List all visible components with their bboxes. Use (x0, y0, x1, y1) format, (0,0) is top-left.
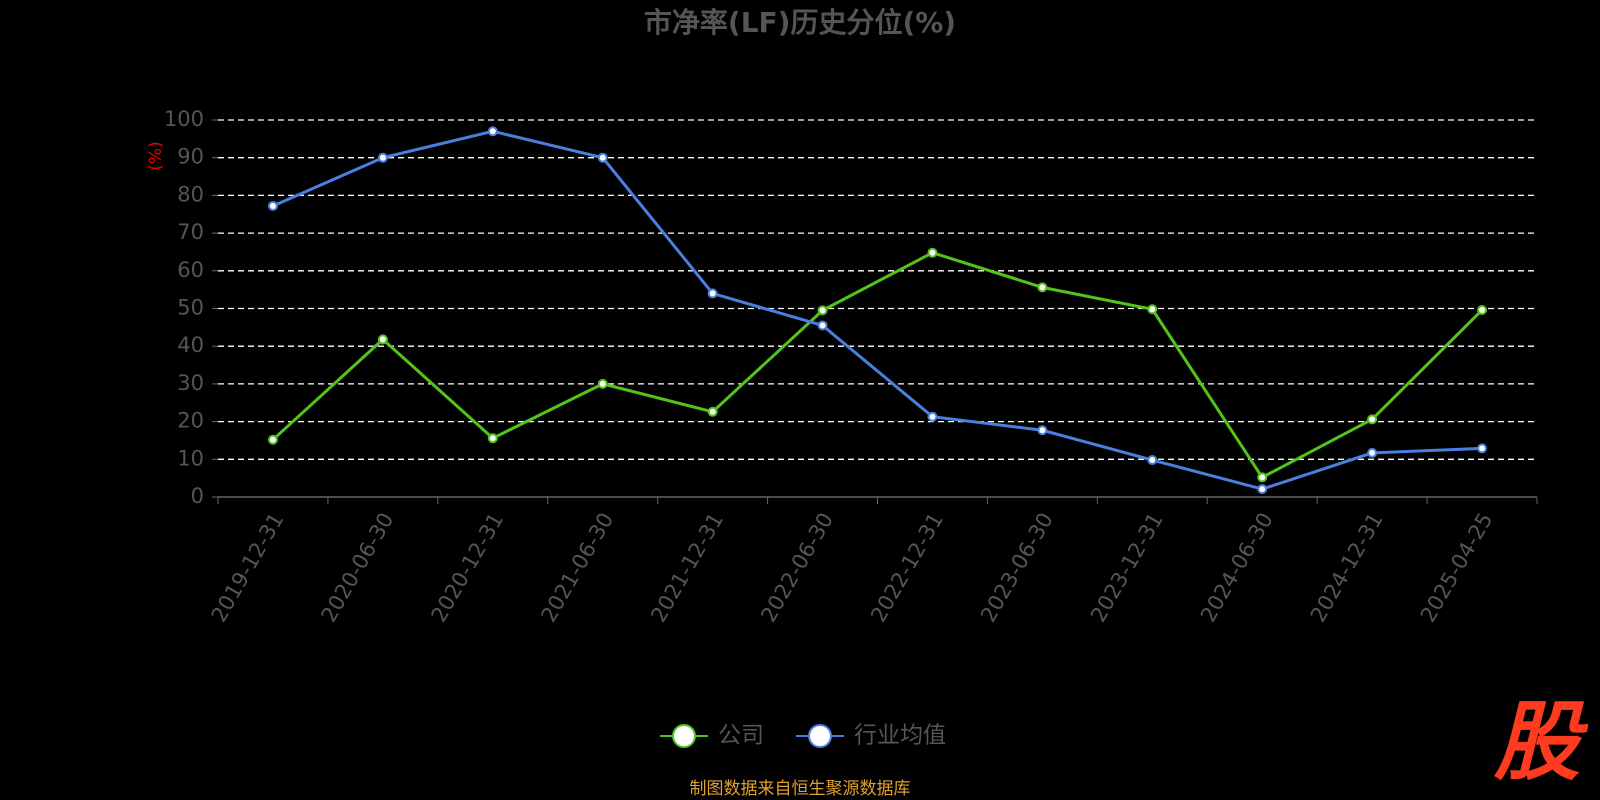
data-point (817, 320, 828, 331)
data-point (1147, 455, 1158, 466)
chart-title: 市净率(LF)历史分位(%) (644, 6, 956, 39)
y-axis-label: (%) (146, 141, 166, 170)
series-line (271, 251, 1484, 480)
legend-label: 行业均值 (854, 723, 946, 749)
x-tick-label: 2022-06-30 (756, 509, 838, 627)
x-tick-label: 2020-06-30 (317, 509, 399, 627)
data-point (377, 334, 388, 345)
data-point (1367, 447, 1378, 458)
data-point (597, 378, 608, 389)
data-point (707, 288, 718, 299)
data-point (267, 434, 278, 445)
x-tick-label: 2019-12-31 (207, 509, 289, 627)
y-tick-label: 100 (164, 107, 204, 131)
y-tick-label: 10 (177, 446, 204, 470)
y-tick-label: 0 (191, 484, 204, 508)
x-tick-label: 2023-06-30 (976, 509, 1058, 627)
y-tick-label: 50 (177, 296, 204, 320)
y-tick-label: 60 (177, 258, 204, 282)
watermark: 股 (1493, 692, 1589, 792)
data-point (1367, 414, 1378, 425)
data-point (1477, 305, 1488, 316)
legend-label: 公司 (718, 723, 764, 749)
source-note: 制图数据来自恒生聚源数据库 (690, 779, 911, 799)
x-tick-label: 2021-06-30 (536, 509, 618, 627)
data-point (487, 126, 498, 137)
data-point (817, 305, 828, 316)
legend-marker (672, 724, 696, 748)
y-tick-label: 40 (177, 333, 204, 357)
data-point (927, 411, 938, 422)
x-tick-label: 2024-12-31 (1306, 509, 1388, 627)
y-tick-label: 20 (177, 409, 204, 433)
y-tick-label: 70 (177, 220, 204, 244)
y-tick-label: 90 (177, 145, 204, 169)
y-tick-label: 80 (177, 182, 204, 206)
data-point (1037, 425, 1048, 436)
data-point (707, 406, 718, 417)
data-point (1147, 304, 1158, 315)
x-tick-label: 2023-12-31 (1086, 509, 1168, 627)
x-tick-label: 2021-12-31 (646, 509, 728, 627)
series-line (272, 129, 1483, 491)
x-tick-label: 2025-04-25 (1416, 509, 1498, 627)
data-point (1477, 443, 1488, 454)
data-point (1257, 484, 1268, 495)
y-tick-label: 30 (177, 371, 204, 395)
x-tick-label: 2024-06-30 (1196, 509, 1278, 627)
data-point (1037, 282, 1048, 293)
data-point (267, 200, 278, 211)
x-tick-label: 2020-12-31 (427, 509, 509, 627)
x-tick-label: 2022-12-31 (866, 509, 948, 627)
data-point (377, 152, 388, 163)
data-point (1257, 472, 1268, 483)
data-point (597, 152, 608, 163)
data-point (927, 247, 938, 258)
legend-marker (808, 724, 832, 748)
data-point (487, 433, 498, 444)
